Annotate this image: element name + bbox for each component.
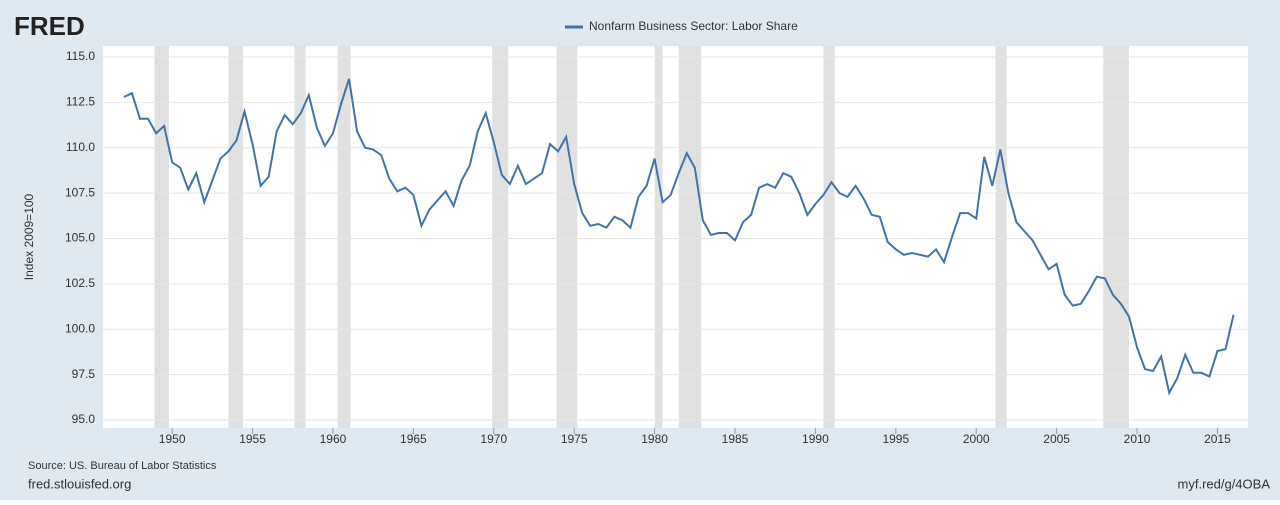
recession-band: [678, 46, 702, 428]
x-tick-label: 1955: [239, 432, 266, 446]
y-tick-label: 100.0: [65, 321, 95, 335]
x-tick-label: 1990: [802, 432, 829, 446]
x-tick-label: 1980: [641, 432, 668, 446]
recession-band: [823, 46, 835, 428]
data-line: [123, 78, 1235, 396]
recession-band: [337, 46, 351, 428]
recession-band: [995, 46, 1007, 428]
x-tick-label: 2015: [1204, 432, 1231, 446]
x-tick-label: 2010: [1124, 432, 1151, 446]
recession-band: [654, 46, 663, 428]
x-tick-label: 2005: [1043, 432, 1070, 446]
x-tick-label: 1995: [882, 432, 909, 446]
recession-band: [1103, 46, 1129, 428]
y-tick-label: 112.5: [66, 95, 95, 109]
short-url[interactable]: myf.red/g/4OBA: [1178, 476, 1271, 491]
x-tick-label: 1970: [480, 432, 507, 446]
y-tick-label: 110.0: [66, 140, 95, 154]
y-tick-label: 107.5: [65, 185, 95, 199]
recession-band: [154, 46, 169, 428]
recession-band: [228, 46, 243, 428]
x-tick-label: 2000: [963, 432, 990, 446]
x-tick-label: 1960: [320, 432, 347, 446]
logo: FRED: [14, 11, 85, 41]
plot-area: [103, 46, 1248, 428]
y-tick-label: 95.0: [72, 412, 96, 426]
recession-band: [492, 46, 509, 428]
recession-band: [294, 46, 306, 428]
y-tick-label: 97.5: [72, 367, 96, 381]
y-tick-label: 102.5: [65, 276, 95, 290]
x-tick-label: 1975: [561, 432, 588, 446]
x-tick-label: 1965: [400, 432, 427, 446]
y-tick-label: 115.0: [66, 49, 95, 63]
legend-label: Nonfarm Business Sector: Labor Share: [589, 19, 798, 33]
x-tick-label: 1950: [159, 432, 186, 446]
y-tick-label: 105.0: [65, 231, 95, 245]
x-tick-label: 1985: [722, 432, 749, 446]
recession-band: [556, 46, 578, 428]
y-axis-label: Index 2009=100: [22, 193, 36, 280]
site[interactable]: fred.stlouisfed.org: [28, 476, 131, 491]
source: Source: US. Bureau of Labor Statistics: [28, 460, 217, 472]
